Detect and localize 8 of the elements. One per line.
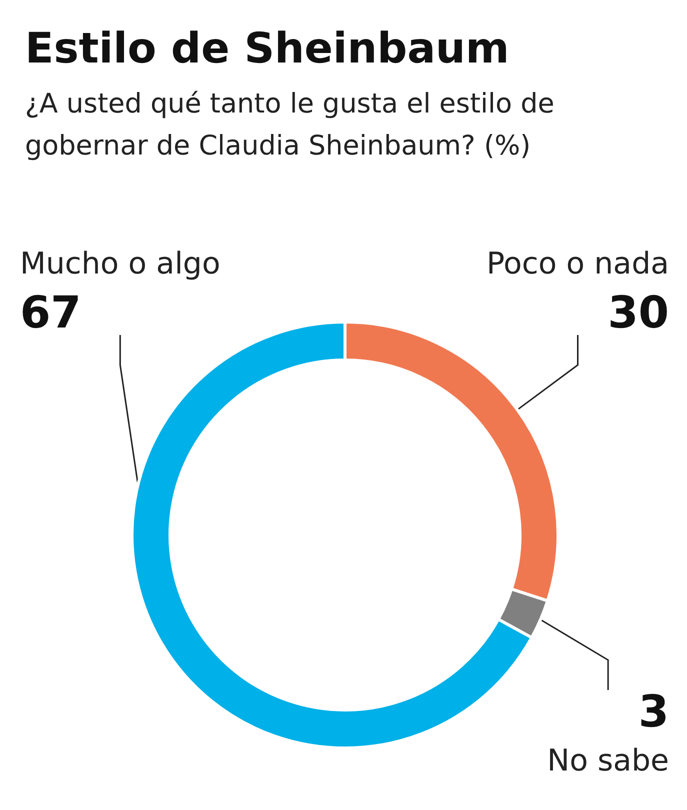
data-label: 3 bbox=[638, 686, 669, 738]
chart-subtitle: ¿A usted qué tanto le gusta el estilo de gobernar de Claudia Sheinbaum? (%) bbox=[25, 88, 563, 162]
slice-label: Mucho o algo bbox=[20, 246, 220, 282]
slice-label: No sabe bbox=[547, 744, 669, 778]
data-label: 67 bbox=[20, 288, 82, 338]
data-label: 30 bbox=[608, 288, 669, 338]
chart-title: Estilo de Sheinbaum bbox=[25, 24, 510, 72]
slice-label: Poco o nada bbox=[486, 246, 669, 282]
